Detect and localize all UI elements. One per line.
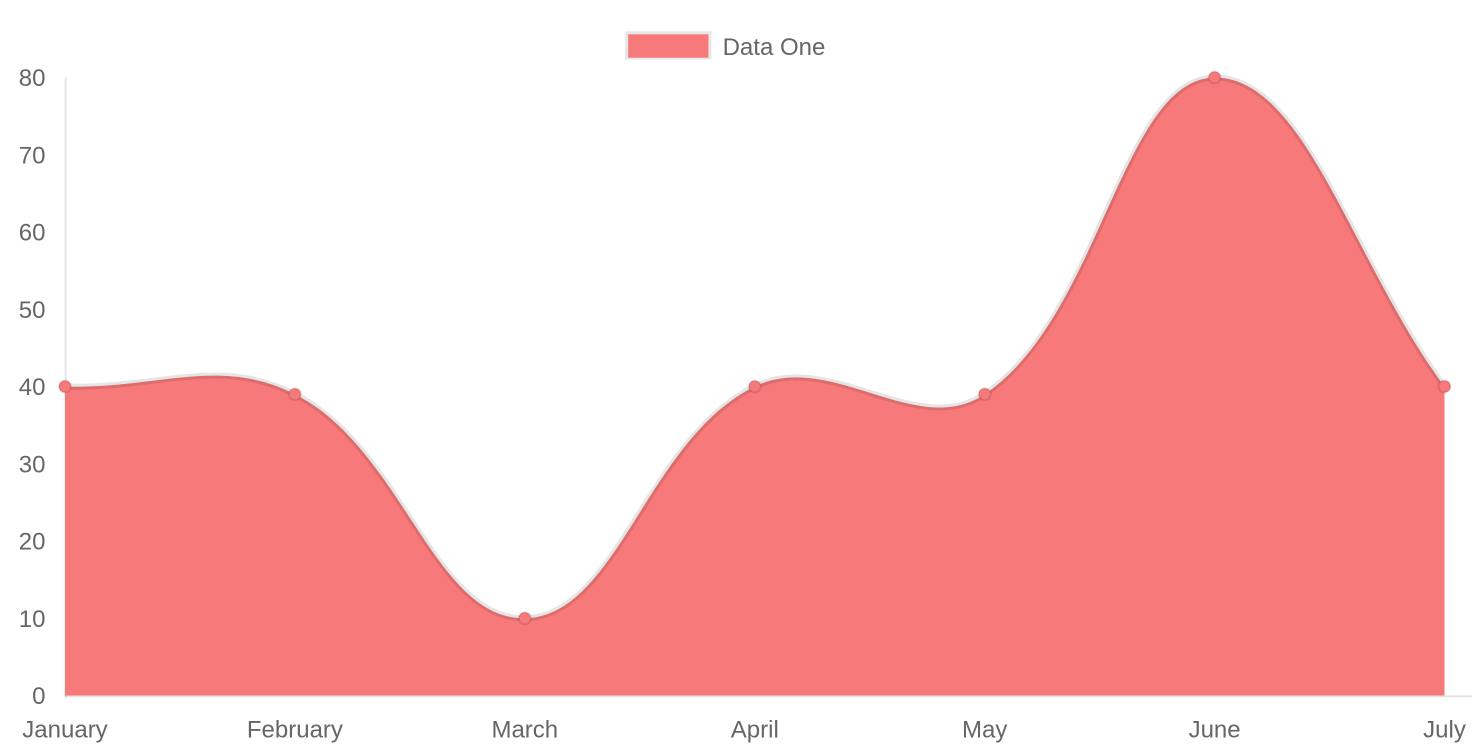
svg-text:0: 0	[32, 683, 45, 710]
svg-text:May: May	[962, 717, 1007, 744]
svg-text:March: March	[491, 717, 558, 744]
svg-text:10: 10	[19, 606, 46, 633]
svg-text:Data One: Data One	[723, 34, 826, 61]
svg-text:60: 60	[19, 220, 46, 247]
svg-text:80: 80	[19, 65, 46, 92]
svg-text:April: April	[731, 717, 779, 744]
svg-text:July: July	[1423, 717, 1466, 744]
svg-text:70: 70	[19, 142, 46, 169]
svg-text:20: 20	[19, 529, 46, 556]
svg-text:50: 50	[19, 297, 46, 324]
svg-text:February: February	[247, 717, 343, 744]
svg-text:June: June	[1189, 717, 1241, 744]
svg-text:30: 30	[19, 451, 46, 478]
svg-text:January: January	[22, 717, 107, 744]
svg-text:40: 40	[19, 374, 46, 401]
